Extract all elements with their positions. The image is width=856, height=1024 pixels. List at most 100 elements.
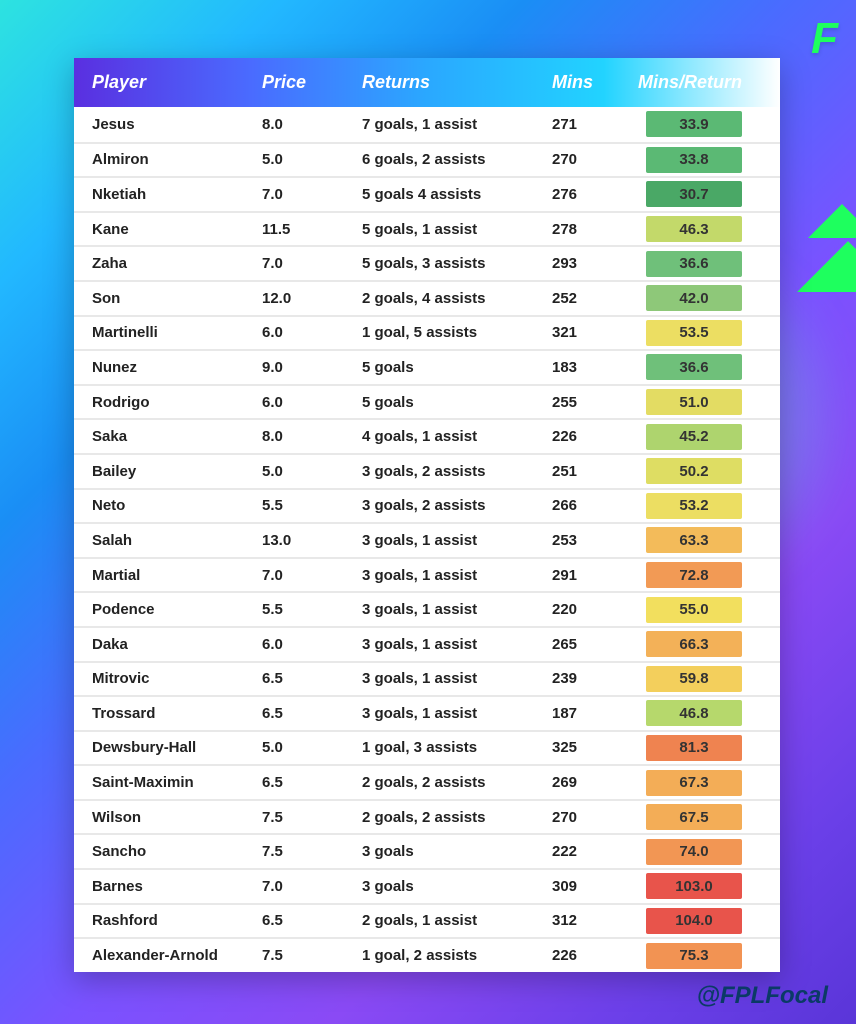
table-row: Kane11.55 goals, 1 assist27846.3 <box>74 211 780 246</box>
cell-returns: 3 goals, 2 assists <box>344 497 534 514</box>
cell-price: 6.5 <box>244 670 344 687</box>
cell-mins: 293 <box>534 255 620 272</box>
mpr-pill: 46.8 <box>646 700 742 726</box>
cell-player: Bailey <box>74 463 244 480</box>
cell-player: Rashford <box>74 912 244 929</box>
table-row: Son12.02 goals, 4 assists25242.0 <box>74 280 780 315</box>
cell-returns: 3 goals, 1 assist <box>344 705 534 722</box>
cell-price: 12.0 <box>244 290 344 307</box>
cell-mins: 251 <box>534 463 620 480</box>
table-row: Wilson7.52 goals, 2 assists27067.5 <box>74 799 780 834</box>
table-row: Trossard6.53 goals, 1 assist18746.8 <box>74 695 780 730</box>
cell-mins: 291 <box>534 567 620 584</box>
cell-returns: 5 goals <box>344 359 534 376</box>
cell-mins: 278 <box>534 221 620 238</box>
cell-price: 6.5 <box>244 705 344 722</box>
cell-mpr: 63.3 <box>620 524 780 557</box>
table-row: Martinelli6.01 goal, 5 assists32153.5 <box>74 315 780 350</box>
mpr-pill: 74.0 <box>646 839 742 865</box>
cell-price: 5.5 <box>244 601 344 618</box>
mpr-pill: 33.8 <box>646 147 742 173</box>
table-row: Daka6.03 goals, 1 assist26566.3 <box>74 626 780 661</box>
table-row: Salah13.03 goals, 1 assist25363.3 <box>74 522 780 557</box>
mpr-pill: 67.3 <box>646 770 742 796</box>
cell-player: Neto <box>74 497 244 514</box>
cell-player: Nketiah <box>74 186 244 203</box>
cell-returns: 1 goal, 2 assists <box>344 947 534 964</box>
cell-returns: 2 goals, 1 assist <box>344 912 534 929</box>
mpr-pill: 42.0 <box>646 285 742 311</box>
cell-mpr: 59.8 <box>620 663 780 696</box>
cell-mins: 226 <box>534 947 620 964</box>
table-row: Saint-Maximin6.52 goals, 2 assists26967.… <box>74 764 780 799</box>
col-price: Price <box>244 72 344 93</box>
cell-mins: 270 <box>534 809 620 826</box>
cell-price: 8.0 <box>244 116 344 133</box>
cell-mpr: 46.8 <box>620 697 780 730</box>
cell-price: 7.5 <box>244 809 344 826</box>
cell-player: Wilson <box>74 809 244 826</box>
social-handle: @FPLFocal <box>697 982 828 1010</box>
cell-returns: 3 goals, 2 assists <box>344 463 534 480</box>
cell-mpr: 53.2 <box>620 490 780 523</box>
cell-player: Sancho <box>74 843 244 860</box>
cell-mpr: 66.3 <box>620 628 780 661</box>
cell-price: 7.5 <box>244 843 344 860</box>
cell-mpr: 33.9 <box>620 107 780 142</box>
mpr-pill: 36.6 <box>646 251 742 277</box>
cell-player: Barnes <box>74 878 244 895</box>
table-row: Nketiah7.05 goals 4 assists276 30.7 <box>74 176 780 211</box>
cell-price: 11.5 <box>244 221 344 238</box>
cell-mpr: 74.0 <box>620 835 780 868</box>
mpr-pill: 33.9 <box>646 111 742 137</box>
cell-returns: 5 goals 4 assists <box>344 186 534 203</box>
cell-price: 13.0 <box>244 532 344 549</box>
mpr-pill: 36.6 <box>646 354 742 380</box>
mpr-pill: 30.7 <box>646 181 742 207</box>
cell-price: 7.0 <box>244 186 344 203</box>
cell-mins: 239 <box>534 670 620 687</box>
cell-player: Salah <box>74 532 244 549</box>
cell-player: Alexander-Arnold <box>74 947 244 964</box>
cell-mpr: 36.6 <box>620 247 780 280</box>
mpr-pill: 104.0 <box>646 908 742 934</box>
cell-player: Podence <box>74 601 244 618</box>
cell-mpr: 50.2 <box>620 455 780 488</box>
mpr-pill: 75.3 <box>646 943 742 969</box>
stats-table-card: Player Price Returns Mins Mins/Return Je… <box>74 58 780 972</box>
mpr-pill: 53.2 <box>646 493 742 519</box>
cell-mins: 325 <box>534 739 620 756</box>
cell-returns: 5 goals, 3 assists <box>344 255 534 272</box>
cell-player: Saint-Maximin <box>74 774 244 791</box>
cell-mins: 321 <box>534 324 620 341</box>
col-mins: Mins <box>534 72 620 93</box>
cell-returns: 1 goal, 3 assists <box>344 739 534 756</box>
table-header: Player Price Returns Mins Mins/Return <box>74 58 780 107</box>
mpr-pill: 50.2 <box>646 458 742 484</box>
cell-price: 7.0 <box>244 878 344 895</box>
mpr-pill: 72.8 <box>646 562 742 588</box>
mpr-pill: 55.0 <box>646 597 742 623</box>
mpr-pill: 63.3 <box>646 527 742 553</box>
cell-mpr: 72.8 <box>620 559 780 592</box>
cell-player: Nunez <box>74 359 244 376</box>
cell-player: Almiron <box>74 151 244 168</box>
cell-returns: 3 goals, 1 assist <box>344 567 534 584</box>
cell-mins: 276 <box>534 186 620 203</box>
cell-mins: 252 <box>534 290 620 307</box>
table-row: Alexander-Arnold7.51 goal, 2 assists2267… <box>74 937 780 972</box>
cell-returns: 3 goals, 1 assist <box>344 532 534 549</box>
cell-player: Son <box>74 290 244 307</box>
mpr-pill: 66.3 <box>646 631 742 657</box>
cell-returns: 4 goals, 1 assist <box>344 428 534 445</box>
table-row: Jesus8.07 goals, 1 assist27133.9 <box>74 107 780 142</box>
cell-price: 6.0 <box>244 636 344 653</box>
cell-returns: 3 goals, 1 assist <box>344 636 534 653</box>
table-row: Neto5.53 goals, 2 assists26653.2 <box>74 488 780 523</box>
cell-player: Trossard <box>74 705 244 722</box>
mpr-pill: 67.5 <box>646 804 742 830</box>
cell-mpr: 36.6 <box>620 351 780 384</box>
cell-player: Zaha <box>74 255 244 272</box>
cell-price: 5.0 <box>244 463 344 480</box>
cell-player: Martial <box>74 567 244 584</box>
